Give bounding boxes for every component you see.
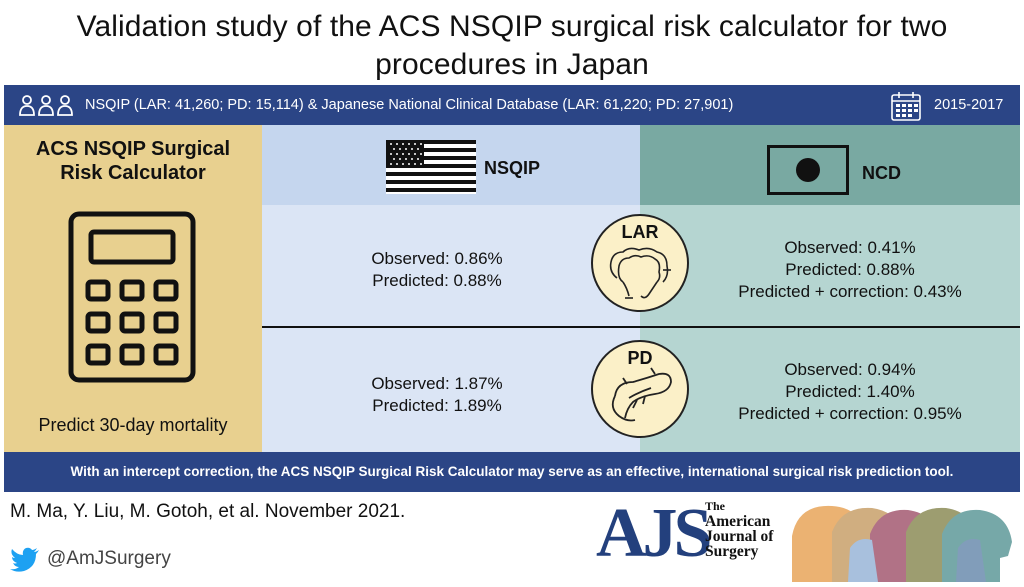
ncd-results [640,205,1020,452]
us-flag-icon [386,140,476,199]
conclusion-banner: With an intercept correction, the ACS NS… [4,452,1020,492]
lar-ncd-corrected: Predicted + correction: 0.43% [738,282,962,301]
lar-nsqip-observed: Observed: 0.86% [371,249,503,268]
twitter-handle[interactable]: @AmJSurgery [47,548,171,569]
study-years: 2015-2017 [934,97,1004,113]
people-group-icon [18,93,74,122]
data-source-text: NSQIP (LAR: 41,260; PD: 15,114) & Japane… [85,97,734,113]
pd-ncd-predicted: Predicted: 1.40% [785,382,915,401]
lar-ncd-observed: Observed: 0.41% [784,238,916,257]
pancreas-icon [611,367,672,422]
overlapping-heads-logo-icon [788,496,1016,587]
calendar-icon [890,90,922,127]
page-title: Validation study of the ACS NSQIP surgic… [76,10,948,81]
pd-ncd-corrected: Predicted + correction: 0.95% [738,404,962,423]
journal-name: The American Journal of Surgery [705,499,773,559]
title-area: Validation study of the ACS NSQIP surgic… [0,0,1024,84]
pd-nsqip-predicted: Predicted: 1.89% [372,396,502,415]
nsqip-label: NSQIP [484,158,541,178]
calculator-icon [67,210,197,390]
pd-ncd-stats: Observed: 0.94% Predicted: 1.40% Predict… [680,359,1020,425]
journal-line-3: Surgery [705,543,759,560]
calculator-caption: Predict 30-day mortality [38,415,228,435]
calculator-panel: ACS NSQIP Surgical Risk Calculator Predi… [4,125,262,452]
ncd-label: NCD [862,163,901,183]
calculator-title: ACS NSQIP Surgical Risk Calculator [4,137,262,185]
colon-icon [609,247,671,299]
lar-ncd-stats: Observed: 0.41% Predicted: 0.88% Predict… [680,237,1020,303]
twitter-bird-icon[interactable] [10,546,40,577]
pd-ncd-observed: Observed: 0.94% [784,360,916,379]
row-divider [262,326,1020,328]
calculator-title-text: ACS NSQIP Surgical Risk Calculator [35,138,231,184]
lar-label: LAR [621,222,659,242]
authors-citation: M. Ma, Y. Liu, M. Gotoh, et al. November… [10,501,406,522]
journal-line-1: American [705,513,771,530]
lar-procedure-badge: LAR [591,214,689,312]
japan-flag-icon [767,145,849,200]
lar-nsqip-stats: Observed: 0.86% Predicted: 0.88% [262,248,612,292]
lar-ncd-predicted: Predicted: 0.88% [785,260,915,279]
pd-procedure-badge: PD [591,340,689,438]
nsqip-results [262,205,640,452]
journal-the: The [705,499,726,513]
lar-nsqip-predicted: Predicted: 0.88% [372,271,502,290]
data-source-banner: NSQIP (LAR: 41,260; PD: 15,114) & Japane… [4,85,1020,125]
pd-nsqip-observed: Observed: 1.87% [371,374,503,393]
pd-label: PD [627,348,653,368]
conclusion-text: With an intercept correction, the ACS NS… [70,464,954,479]
journal-line-2: Journal of [705,528,774,545]
journal-logo: AJS [596,495,713,572]
pd-nsqip-stats: Observed: 1.87% Predicted: 1.89% [262,373,612,417]
